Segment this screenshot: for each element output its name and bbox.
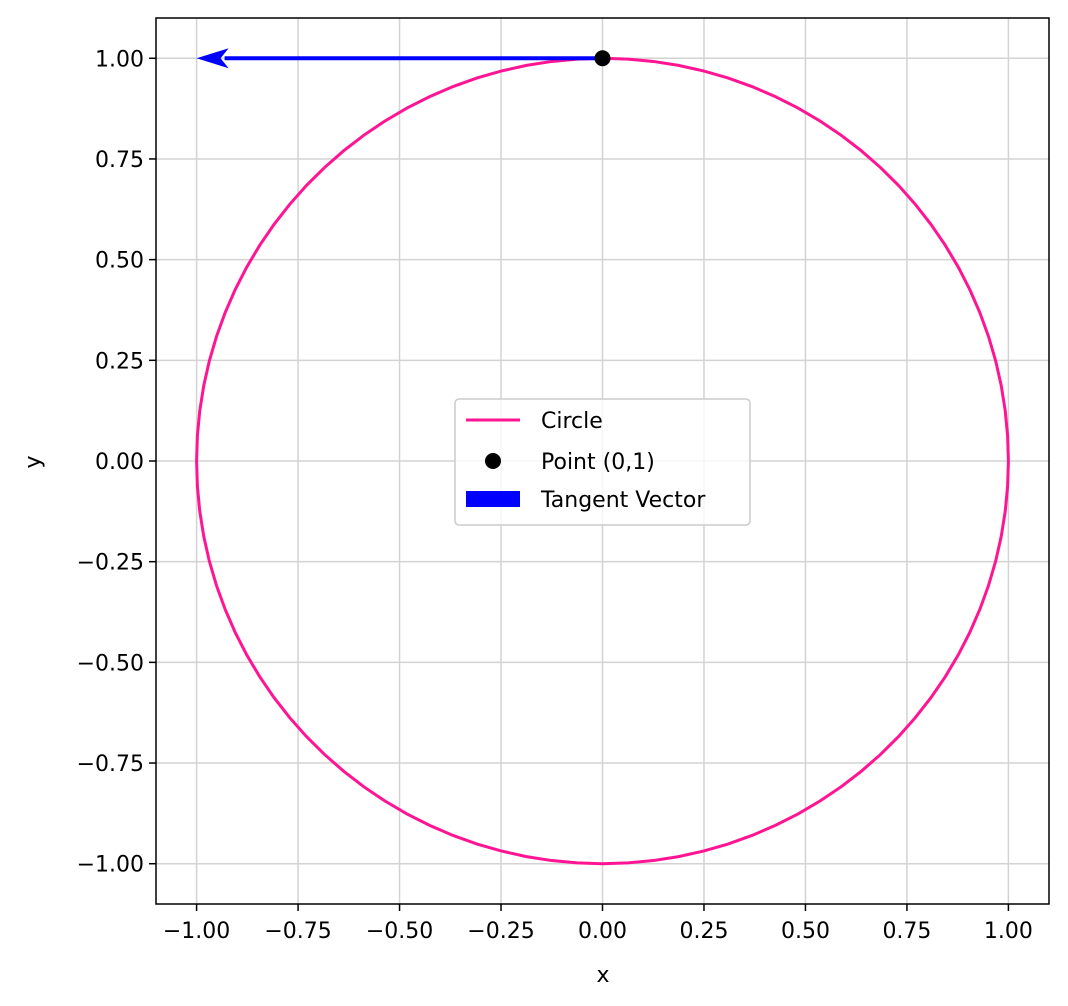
legend-circle-label: Circle	[541, 409, 603, 434]
y-axis-label: y	[21, 455, 46, 468]
y-tick-label: 0.00	[95, 450, 144, 475]
y-tick-label: −0.75	[77, 752, 144, 777]
x-tick-label: −0.50	[366, 919, 433, 944]
y-tick-label: −0.50	[77, 651, 144, 676]
x-axis-label: x	[596, 963, 609, 988]
y-tick-label: 0.25	[95, 349, 144, 374]
y-tick-label: −1.00	[77, 853, 144, 878]
x-tick-label: 0.50	[781, 919, 830, 944]
x-tick-label: 0.25	[679, 919, 728, 944]
tangent-vector-arrow	[196, 48, 603, 69]
legend-tangent-label: Tangent Vector	[540, 488, 706, 513]
x-tick-label: −0.25	[467, 919, 534, 944]
x-tick-label: 0.75	[882, 919, 931, 944]
legend-tangent-swatch	[466, 491, 520, 507]
legend: Circle Point (0,1) Tangent Vector	[454, 398, 751, 526]
series-layer	[195, 48, 1010, 866]
x-tick-label: −1.00	[163, 919, 230, 944]
legend-box	[454, 398, 751, 526]
legend-point-swatch	[485, 453, 501, 469]
x-tick-label: 1.00	[984, 919, 1033, 944]
y-tick-label: 0.50	[95, 249, 144, 274]
circle-series-line	[195, 56, 1010, 866]
x-tick-label: −0.75	[264, 919, 331, 944]
point-marker	[594, 50, 611, 67]
y-tick-label: 0.75	[95, 148, 144, 173]
y-tick-label: −0.25	[77, 551, 144, 576]
y-tick-label: 1.00	[95, 47, 144, 72]
x-tick-label: 0.00	[578, 919, 627, 944]
grid	[156, 18, 1049, 904]
tangent-vector-head	[196, 48, 229, 69]
ticks: −1.00 −0.75 −0.50 −0.25 0.00 0.25 0.50 0.75 1.00…	[77, 47, 1033, 944]
legend-point-label: Point (0,1)	[541, 450, 655, 475]
